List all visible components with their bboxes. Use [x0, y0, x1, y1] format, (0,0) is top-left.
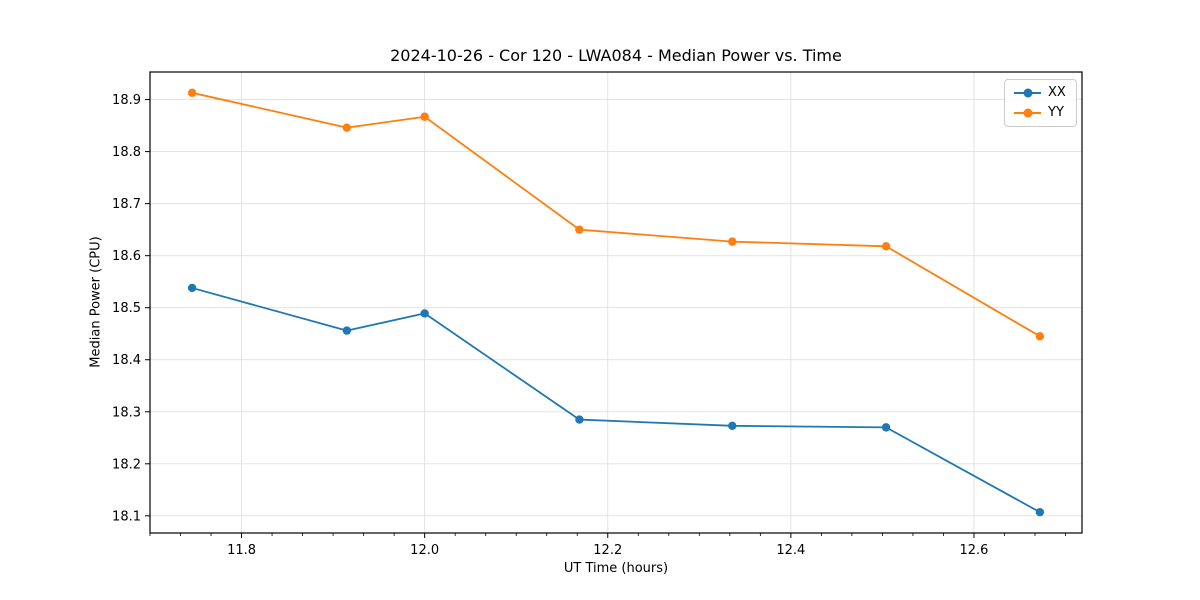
- data-point-marker: [420, 309, 429, 318]
- x-tick-label: 12.6: [959, 543, 988, 558]
- y-tick-label: 18.8: [112, 145, 141, 160]
- data-point-marker: [881, 423, 891, 432]
- legend-entry-YY: YY: [1014, 105, 1066, 121]
- legend-label: YY: [1048, 105, 1064, 120]
- legend-label: XX: [1048, 85, 1066, 100]
- y-tick-label: 18.9: [112, 93, 141, 108]
- legend-entry-XX: XX: [1014, 85, 1066, 101]
- legend-line-swatch: [1014, 88, 1041, 98]
- series-line: [191, 287, 1041, 513]
- data-point-marker: [420, 112, 429, 121]
- y-tick-label: 18.2: [112, 457, 141, 472]
- y-tick-label: 18.1: [112, 509, 141, 524]
- legend: XX YY: [1004, 79, 1077, 127]
- plot-frame: [149, 71, 1083, 534]
- data-point-marker: [728, 421, 737, 431]
- data-point-marker: [342, 123, 352, 132]
- legend-marker-dot: [1023, 88, 1032, 98]
- y-tick-label: 18.7: [112, 197, 141, 212]
- data-point-marker: [881, 242, 891, 251]
- data-point-marker: [342, 326, 352, 335]
- data-point-marker: [1035, 332, 1045, 341]
- data-point-marker: [728, 237, 737, 246]
- data-point-marker: [575, 415, 584, 424]
- y-tick-label: 18.6: [112, 249, 141, 264]
- major-ticks: 11.8 12.0 12.2 12.4 12.6 18.1 18.2 18.3 18.4 18.5…: [112, 93, 988, 558]
- series-line: [191, 91, 1041, 338]
- data-point-marker: [187, 88, 197, 98]
- gridlines: [150, 72, 1082, 533]
- y-axis-label: Median Power (CPU): [88, 236, 104, 368]
- series-YY: [187, 88, 1045, 341]
- legend-line-swatch: [1014, 108, 1041, 118]
- chart-title: 2024-10-26 - Cor 120 - LWA084 - Median P…: [390, 46, 842, 65]
- x-tick-label: 12.4: [776, 543, 805, 558]
- data-point-marker: [575, 225, 584, 234]
- x-tick-label: 12.0: [410, 543, 439, 558]
- y-tick-label: 18.5: [112, 301, 141, 316]
- series-XX: [187, 283, 1045, 517]
- y-tick-label: 18.4: [112, 353, 141, 368]
- x-axis-label: UT Time (hours): [563, 561, 669, 576]
- legend-marker-dot: [1023, 108, 1032, 118]
- data-point-marker: [187, 283, 197, 293]
- x-tick-label: 12.2: [593, 543, 622, 558]
- y-tick-label: 18.3: [112, 405, 141, 420]
- x-tick-label: 11.8: [227, 543, 256, 558]
- data-point-marker: [1035, 507, 1045, 517]
